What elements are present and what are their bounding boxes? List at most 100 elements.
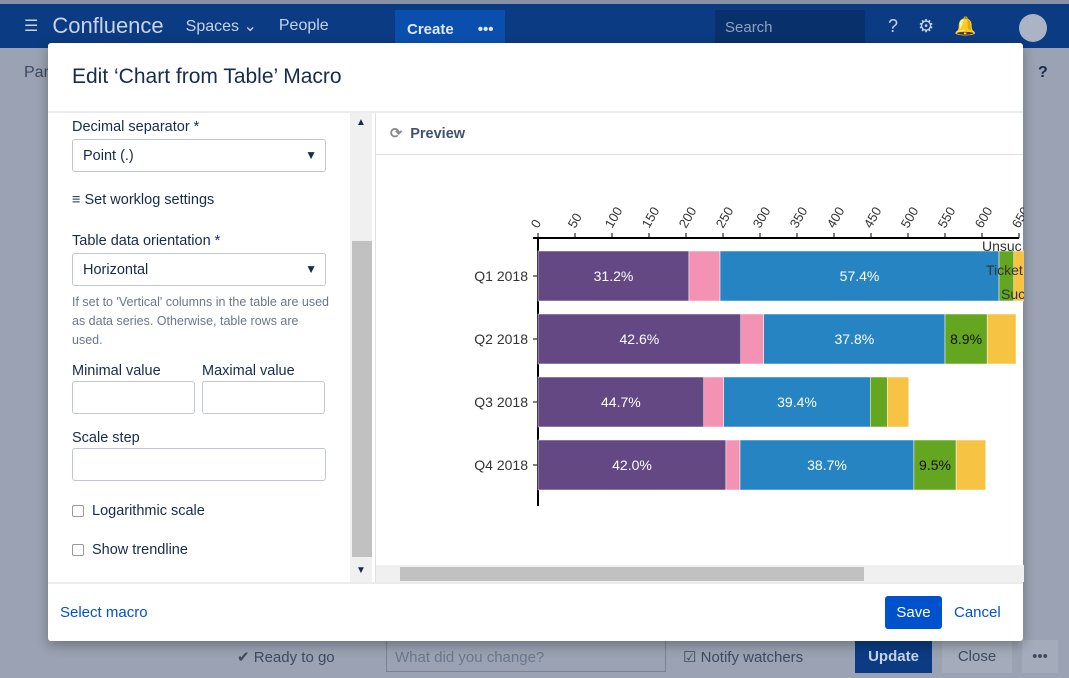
data-label: 38.7%	[807, 457, 847, 473]
x-tick-label: 450	[861, 204, 885, 230]
bar-segment	[887, 376, 909, 428]
top-nav: ☰ Confluence Spaces ⌄ People Create ••• S…	[0, 4, 1069, 48]
data-label: 42.0%	[612, 457, 652, 473]
trendline-checkbox[interactable]: Show trendline	[72, 542, 188, 558]
ready-text: Ready to go	[253, 649, 335, 666]
checkbox[interactable]	[72, 544, 84, 557]
x-tick-label: 0	[528, 217, 545, 231]
orientation-label: Table data orientation *	[72, 233, 221, 249]
category-label: Q1 2018	[474, 268, 528, 284]
data-label: 42.6%	[620, 331, 660, 347]
hscroll-thumb[interactable]	[400, 567, 864, 581]
divider	[48, 111, 1023, 113]
data-label: 8.9%	[950, 331, 982, 347]
checkbox[interactable]	[72, 505, 84, 518]
create-button[interactable]: Create	[407, 20, 454, 38]
breadcrumb[interactable]: Par	[24, 64, 49, 81]
people-link[interactable]: People	[278, 17, 329, 34]
update-button[interactable]: Update	[855, 640, 932, 673]
more-create-button[interactable]: •••	[477, 20, 494, 38]
search-input[interactable]: Search	[715, 10, 865, 44]
create-group: Create •••	[395, 10, 505, 48]
bar-segment	[719, 250, 1000, 302]
refresh-icon[interactable]: ⟳	[390, 126, 403, 142]
trend-label: Show trendline	[92, 542, 188, 558]
menu-icon[interactable]: ☰	[24, 18, 39, 35]
data-label: 44.7%	[601, 394, 641, 410]
legend-entry: Unsuc	[982, 238, 1022, 254]
spaces-menu[interactable]: Spaces ⌄	[185, 18, 257, 35]
min-value-input[interactable]	[72, 381, 195, 414]
bar-segment	[944, 313, 988, 365]
data-label: 9.5%	[919, 457, 951, 473]
change-comment-input[interactable]: What did you change?	[386, 640, 666, 672]
preview-header: ⟳ Preview	[376, 113, 1023, 155]
log-label: Logarithmic scale	[92, 503, 205, 519]
preview-hscrollbar[interactable]	[376, 565, 1024, 582]
select-macro-link[interactable]: Select macro	[60, 604, 148, 621]
data-label: 37.8%	[834, 331, 874, 347]
preview-panel: ⟳ Preview 0 50 100 150 200 250 300 350 400 450 500…	[375, 113, 1024, 582]
max-value-input[interactable]	[202, 381, 325, 414]
bar-segment	[725, 439, 741, 491]
category-label: Q4 2018	[474, 457, 528, 473]
category-label: Q2 2018	[474, 331, 528, 347]
more-button[interactable]: •••	[1022, 640, 1058, 673]
settings-scrollbar[interactable]: ▲ ▼	[350, 113, 372, 582]
orientation-help: If set to 'Vertical' columns in the tabl…	[72, 295, 329, 347]
confluence-logo[interactable]: Confluence	[52, 13, 164, 38]
worklog-label: Set worklog settings	[84, 192, 215, 208]
scale-step-input[interactable]	[72, 448, 326, 481]
help-button[interactable]: ?	[1038, 64, 1048, 81]
gear-icon[interactable]: ⚙	[918, 16, 935, 36]
x-tick-label: 600	[972, 204, 996, 230]
editor-footer: ✔ Ready to go What did you change? ☑ Not…	[0, 636, 1069, 678]
save-button[interactable]: Save	[885, 596, 942, 629]
legend-entry: Ticket	[986, 262, 1023, 278]
x-tick-label: 50	[565, 210, 585, 230]
x-tick-label: 300	[750, 204, 774, 230]
bar-segment	[986, 313, 1017, 365]
legend-entry: Suc	[1001, 286, 1024, 302]
dialog-title: Edit ‘Chart from Table’ Macro	[72, 65, 342, 88]
bar-segment	[537, 439, 727, 491]
preview-label: Preview	[410, 126, 466, 142]
notify-watchers-checkbox[interactable]: ☑ Notify watchers	[683, 649, 804, 666]
help-icon[interactable]: ?	[888, 16, 899, 36]
divider	[48, 582, 1023, 584]
bar-segment	[703, 376, 724, 428]
bar-segment	[870, 376, 888, 428]
data-label: 31.2%	[594, 268, 634, 284]
x-tick-label: 100	[602, 204, 626, 230]
stacked-bar-chart: 0 50 100 150 200 250 300 350 400 450 500 550 600 650 Q…	[474, 204, 1024, 506]
data-label: 39.4%	[777, 394, 817, 410]
macro-dialog: Edit ‘Chart from Table’ Macro Decimal se…	[48, 43, 1024, 641]
cancel-link[interactable]: Cancel	[954, 604, 1001, 621]
close-button[interactable]: Close	[942, 640, 1012, 673]
x-tick-label: 250	[713, 204, 737, 230]
data-label: 57.4%	[840, 268, 880, 284]
x-tick-label: 500	[898, 204, 922, 230]
x-tick-label: 150	[639, 204, 663, 230]
decimal-select[interactable]: Point (.)	[72, 139, 326, 172]
ready-status: ✔ Ready to go	[237, 649, 335, 666]
orientation-select[interactable]: Horizontal	[72, 253, 326, 286]
notification-icon[interactable]: 🔔	[954, 16, 977, 36]
scroll-up-icon[interactable]: ▲	[356, 117, 366, 128]
bar-segment	[537, 313, 742, 365]
scale-step-label: Scale step	[72, 430, 140, 446]
bar-segment	[955, 439, 986, 491]
bar-segment	[1013, 250, 1024, 302]
avatar[interactable]	[1019, 14, 1047, 42]
category-label: Q3 2018	[474, 394, 528, 410]
bar-segment	[739, 439, 915, 491]
scroll-down-icon[interactable]: ▼	[356, 565, 366, 576]
x-tick-label: 400	[824, 204, 848, 230]
scroll-thumb[interactable]	[352, 241, 372, 557]
max-label: Maximal value	[202, 363, 295, 379]
x-tick-label: 350	[787, 204, 811, 230]
x-tick-label: 200	[676, 204, 700, 230]
worklog-link[interactable]: ≡ Set worklog settings	[72, 192, 214, 208]
log-scale-checkbox[interactable]: Logarithmic scale	[72, 503, 205, 519]
bar-segment	[688, 250, 721, 302]
